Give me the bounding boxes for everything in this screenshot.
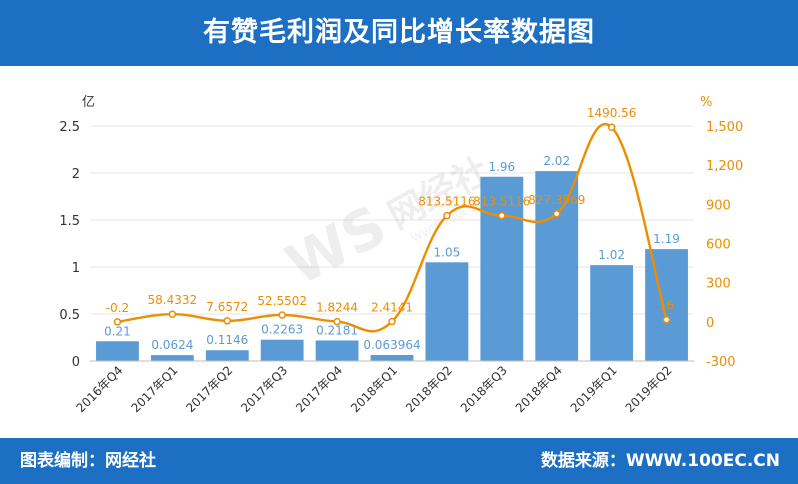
line-value-label: 827.3569 (528, 193, 585, 207)
x-tick-label: 2018年Q3 (458, 363, 510, 415)
bar-series (96, 171, 688, 361)
bar (590, 265, 634, 361)
bar-value-label: 0.1146 (206, 333, 248, 347)
bar-value-label: 2.02 (543, 154, 570, 168)
x-tick-label: 2018年Q4 (513, 363, 565, 415)
line-point (388, 317, 396, 326)
line-value-label: 813.5116 (418, 195, 475, 209)
bar-value-label: 1.19 (653, 232, 680, 246)
y-right-tick-label: 600 (706, 238, 731, 253)
y-right-tick-label: 900 (706, 198, 731, 213)
bar (150, 355, 194, 361)
chart-area: WS 网经社 WWW.100EC.CN 0.21 0.0624 0.1146 0.2263… (0, 66, 798, 438)
y-right-tick-label: 1,500 (706, 120, 743, 135)
line-point (278, 311, 286, 319)
x-tick-label: 2019年Q2 (623, 363, 675, 415)
x-tick-label: 2016年Q4 (74, 363, 126, 415)
bar-labels: 0.21 0.0624 0.1146 0.2263 0.2181 0.063964 1.05… (104, 154, 680, 352)
line-value-label: -0.2 (106, 301, 129, 315)
x-tick-label: 2017年Q4 (293, 363, 345, 415)
line-point (333, 317, 341, 326)
watermark-logo-text: WS (276, 193, 397, 298)
line-point (662, 315, 671, 324)
bar (645, 249, 688, 361)
footer-bar: 图表编制：网经社 数据来源：WWW.100EC.CN (0, 438, 798, 484)
bar (315, 340, 359, 361)
y-left-tick-label: 0 (72, 355, 80, 370)
line-value-label: 2.4141 (371, 301, 413, 315)
line-value-label: 1490.56 (587, 106, 637, 120)
x-tick-label: 2018年Q2 (403, 363, 455, 415)
header-bar: 有赞毛利润及同比增长率数据图 (0, 0, 798, 66)
y-left-tick-label: 0.5 (59, 308, 80, 323)
y-left-tick-label: 2.5 (59, 120, 80, 135)
bar-value-label: 1.05 (434, 245, 461, 259)
bar (480, 176, 524, 361)
bar (205, 350, 249, 361)
axes: 0 0.5 1 1.5 2 2.5 -300 0 300 600 900 1,200 1,500 亿 % 20… (59, 95, 743, 415)
y-right-tick-label: -300 (706, 355, 736, 370)
line-point (223, 317, 232, 325)
x-tick-label: 2017年Q1 (128, 363, 180, 415)
line-point (168, 310, 177, 318)
line-value-label: 1.8244 (316, 301, 358, 315)
bar (370, 354, 414, 361)
bar-value-label: 0.2181 (316, 323, 358, 337)
x-tick-label: 2017年Q3 (238, 363, 290, 415)
line-series (113, 123, 671, 333)
y-left-unit: 亿 (82, 95, 95, 110)
line-point (113, 318, 122, 326)
line-value-label: 58.4332 (148, 293, 198, 307)
line-value-label: 52.5502 (257, 294, 307, 308)
bar-value-label: 1.96 (488, 160, 515, 174)
page-title: 有赞毛利润及同比增长率数据图 (203, 17, 595, 48)
bar-value-label: 0.0624 (151, 338, 193, 352)
y-right-tick-label: 300 (706, 277, 731, 292)
y-right-tick-label: 0 (706, 316, 714, 331)
bar (96, 341, 139, 361)
bar (260, 339, 304, 361)
bar-value-label: 0.063964 (363, 338, 420, 352)
y-right-unit: % (700, 95, 712, 110)
line-point (607, 123, 616, 131)
bar-value-label: 0.21 (104, 324, 131, 338)
x-tick-label: 2017年Q2 (183, 363, 235, 415)
footer-credit: 图表编制：网经社 (20, 451, 156, 471)
x-tick-label: 2018年Q1 (348, 363, 400, 415)
bar (425, 262, 469, 361)
line-value-label: 16 (659, 299, 674, 313)
line-point (552, 210, 561, 218)
y-left-tick-label: 1.5 (59, 214, 80, 229)
y-left-tick-label: 1 (72, 261, 80, 276)
x-tick-label: 2019年Q1 (568, 363, 620, 415)
line-value-label: 7.6572 (206, 300, 248, 314)
line-point (498, 211, 506, 220)
y-right-tick-label: 1,200 (706, 159, 743, 174)
line-value-label: 813.5116 (473, 195, 530, 209)
line-labels: -0.2 58.4332 7.6572 52.5502 1.8244 2.4141 813.… (106, 106, 674, 315)
footer-source: 数据来源：WWW.100EC.CN (540, 451, 780, 471)
bar (535, 171, 579, 361)
bar-value-label: 0.2263 (261, 323, 303, 337)
line-point (443, 211, 451, 220)
y-left-tick-label: 2 (72, 167, 80, 182)
bar-value-label: 1.02 (598, 248, 625, 262)
